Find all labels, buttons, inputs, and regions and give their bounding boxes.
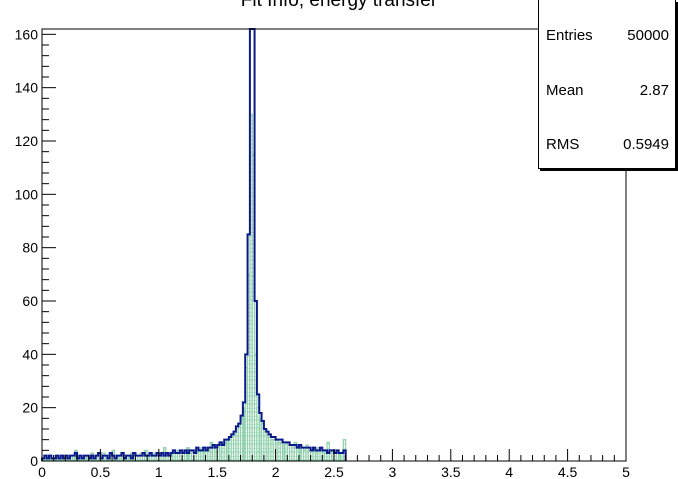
stat-mean-label: Mean <box>546 82 584 99</box>
series-blue-line <box>41 28 347 461</box>
y-tick-label-6: 120 <box>15 133 39 149</box>
y-tick-label-0: 0 <box>30 453 38 469</box>
y-tick-label-7: 140 <box>15 80 39 96</box>
x-tick-label-1: 0.5 <box>91 464 111 479</box>
stat-entries-label: Entries <box>546 27 593 44</box>
y-tick-label-3: 60 <box>22 293 38 309</box>
y-tick-label-2: 40 <box>22 346 38 362</box>
y-tick-label-1: 20 <box>22 400 38 416</box>
x-tick-label-6: 3 <box>389 464 397 479</box>
x-tick-label-3: 1.5 <box>207 464 227 479</box>
x-tick-label-10: 5 <box>622 464 630 479</box>
stat-rms-label: RMS <box>546 136 580 153</box>
series-blue-outline <box>41 28 347 461</box>
x-tick-label-4: 2 <box>272 464 280 479</box>
x-tick-label-7: 3.5 <box>441 464 461 479</box>
stat-rms-value: 0.5949 <box>623 136 669 153</box>
stat-mean-value: 2.87 <box>639 82 669 99</box>
x-tick-label-8: 4 <box>505 464 513 479</box>
y-tick-label-4: 80 <box>22 240 38 256</box>
stat-entries-value: 50000 <box>627 27 669 44</box>
x-axis: 0 0.5 1 1.5 2 2.5 3 3.5 4 4.5 5 <box>38 449 630 479</box>
y-tick-label-5: 100 <box>15 186 39 202</box>
x-tick-label-9: 4.5 <box>558 464 578 479</box>
stats-box: Entries 50000 Mean 2.87 RMS 0.5949 <box>538 0 676 169</box>
x-tick-label-0: 0 <box>38 464 46 479</box>
x-tick-label-2: 1 <box>155 464 163 479</box>
y-axis: 0 20 40 60 80 100 120 140 160 <box>15 26 56 469</box>
y-tick-label-8: 160 <box>15 26 39 42</box>
chart-title: Fit Info, energy transfer <box>240 0 438 11</box>
x-tick-label-5: 2.5 <box>324 464 344 479</box>
series-green-hatched <box>41 113 347 462</box>
